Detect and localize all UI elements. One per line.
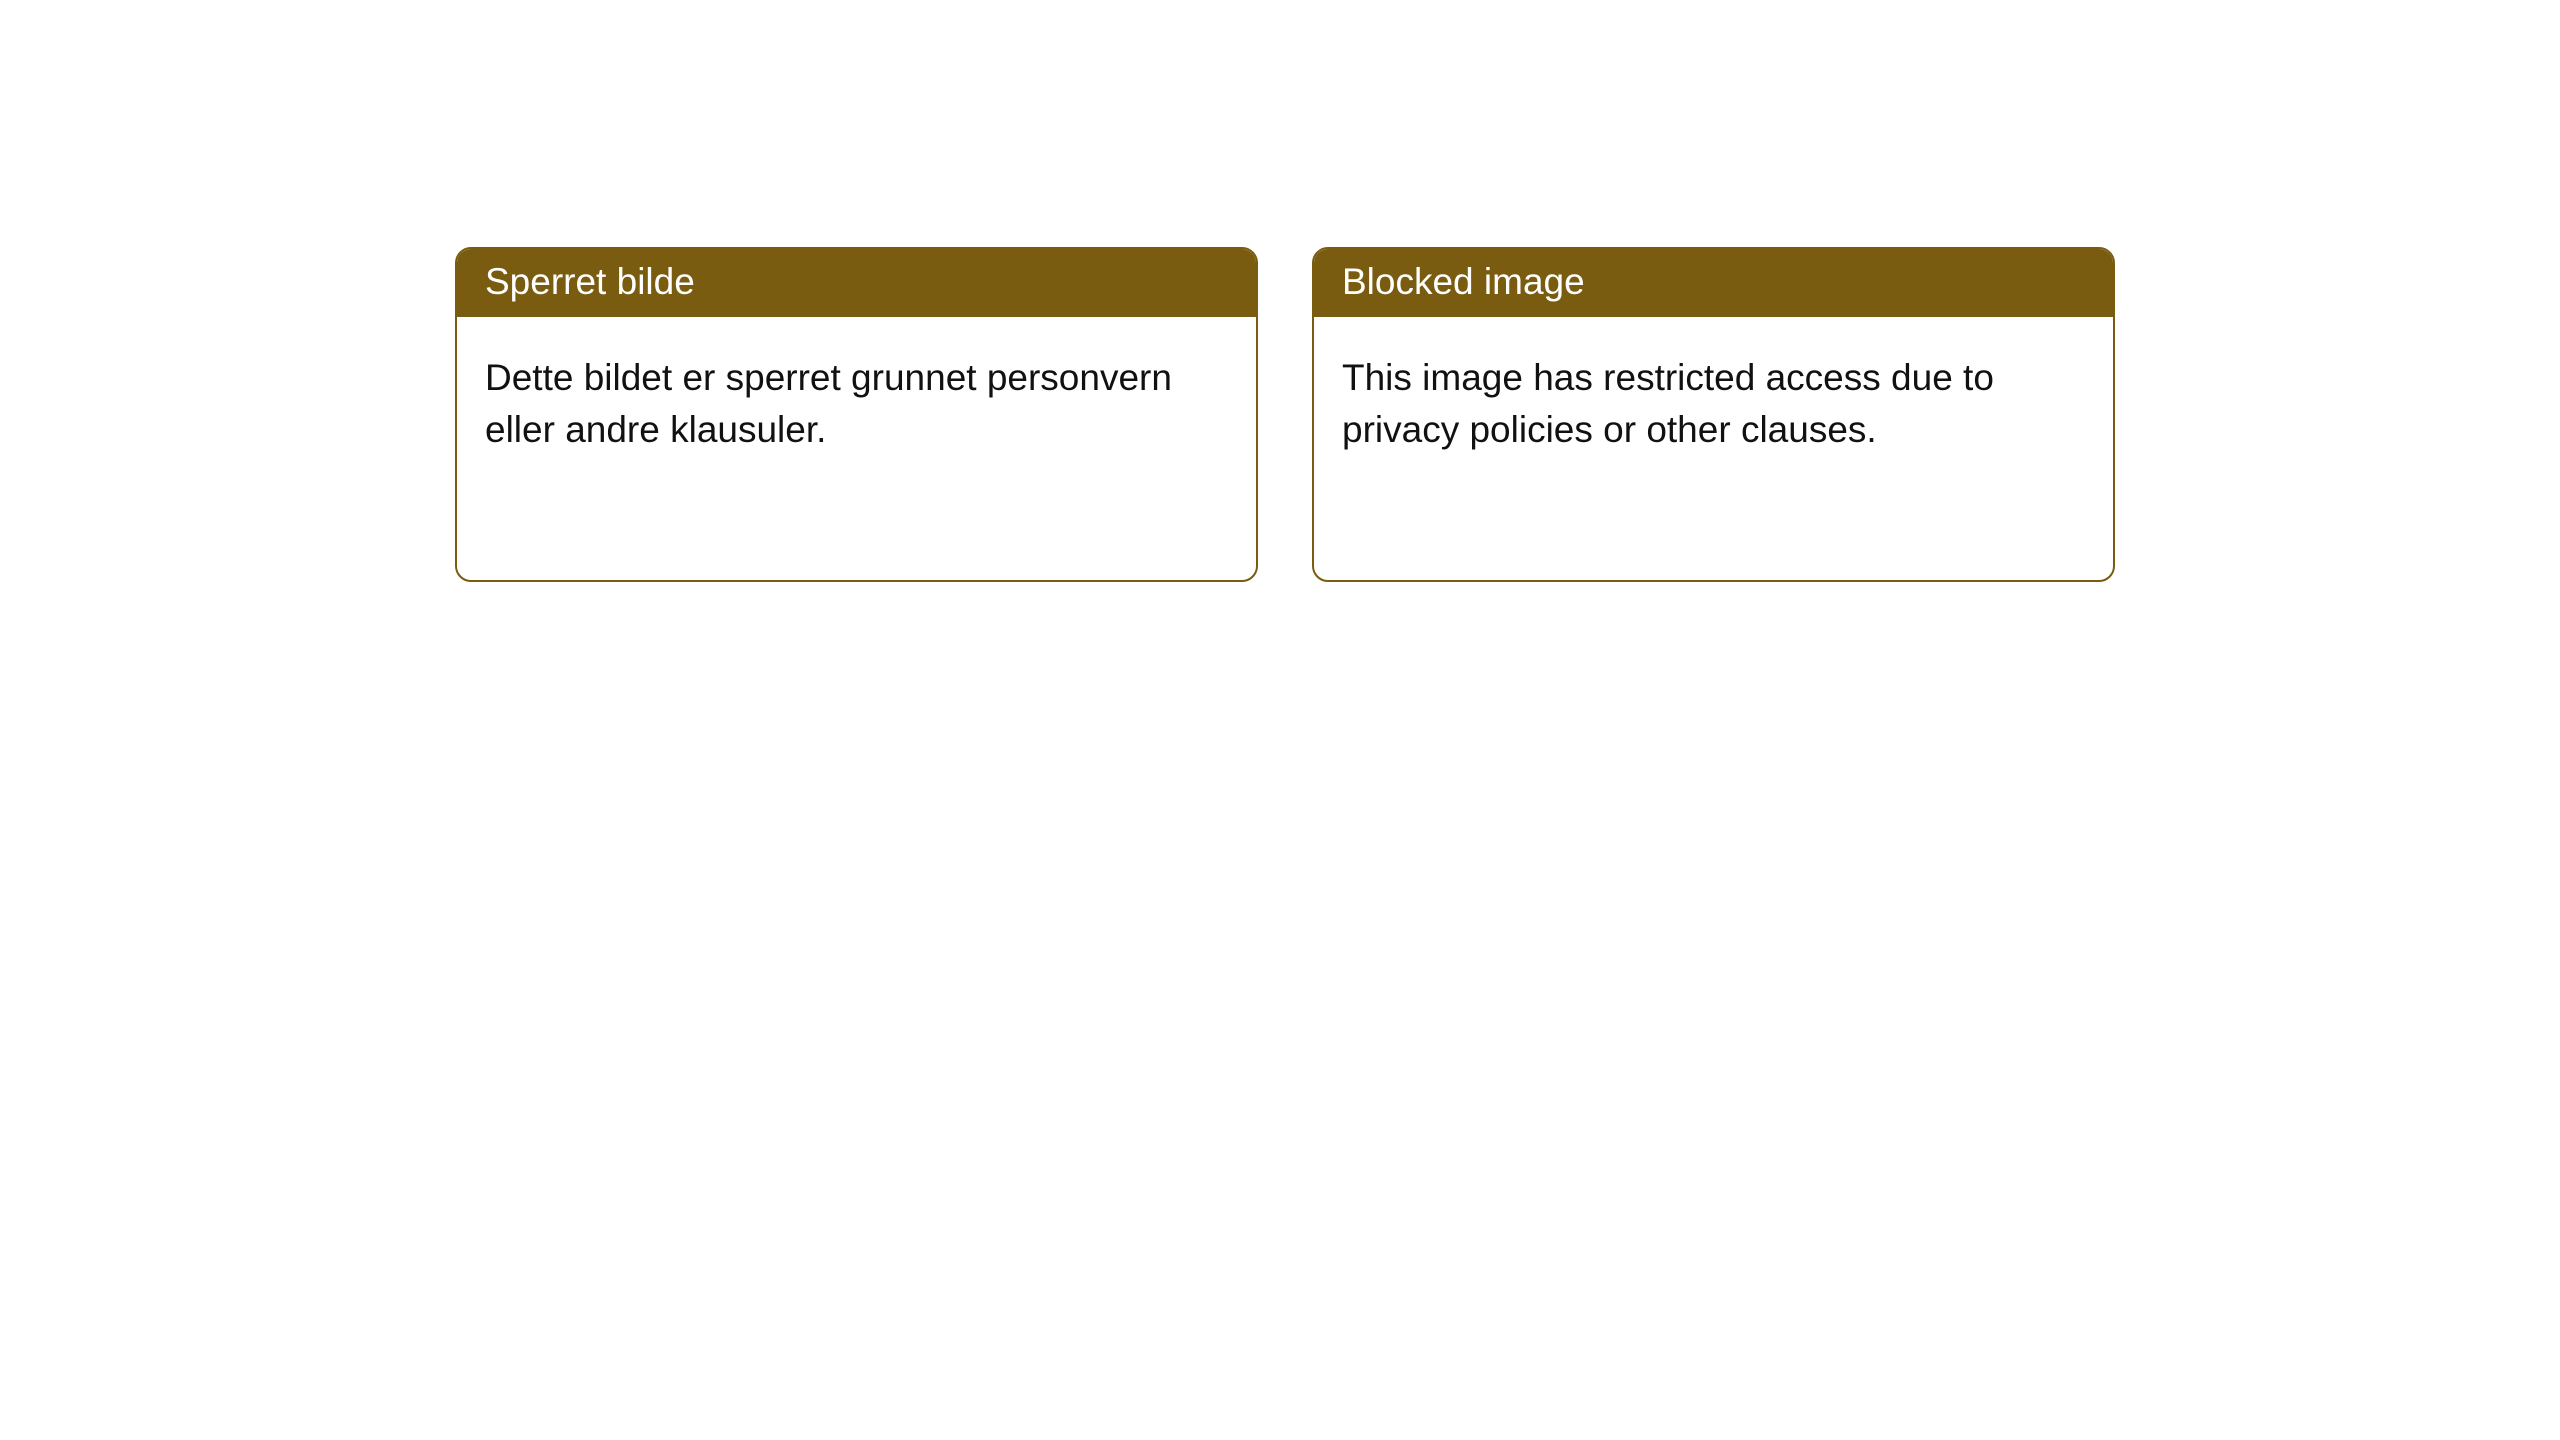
card-title-no: Sperret bilde (457, 249, 1256, 317)
notice-card-row: Sperret bilde Dette bildet er sperret gr… (0, 0, 2560, 582)
blocked-image-card-en: Blocked image This image has restricted … (1312, 247, 2115, 582)
blocked-image-card-no: Sperret bilde Dette bildet er sperret gr… (455, 247, 1258, 582)
card-body-no: Dette bildet er sperret grunnet personve… (457, 317, 1256, 484)
card-title-en: Blocked image (1314, 249, 2113, 317)
card-body-en: This image has restricted access due to … (1314, 317, 2113, 484)
